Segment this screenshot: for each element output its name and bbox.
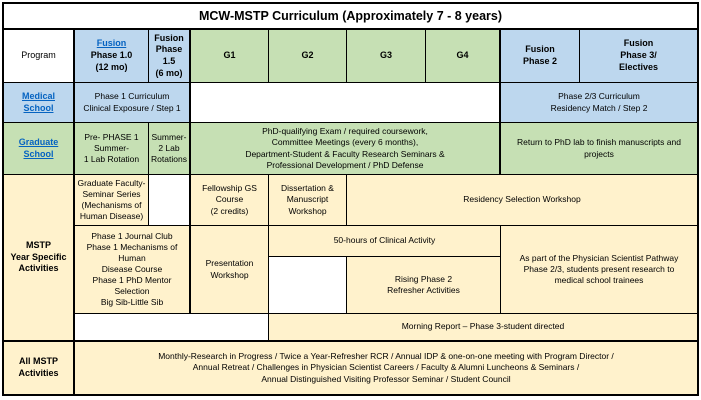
cell-year-specific-gap-1 xyxy=(149,175,190,225)
cell-pre-phase1-rotation: Pre- PHASE 1 Summer- 1 Lab Rotation xyxy=(75,123,148,174)
column-header-program: Program xyxy=(4,30,74,82)
cell-return-to-lab: Return to PhD lab to finish manuscripts … xyxy=(501,123,697,174)
cell-summer2-rotations: Summer- 2 Lab Rotations xyxy=(149,123,190,174)
row-header-medical-school: Medical School xyxy=(4,83,74,122)
cell-all-mstp-activities: Monthly-Research in Progress / Twice a Y… xyxy=(75,341,697,394)
cell-phase1-activities: Phase 1 Journal Club Phase 1 Mechanisms … xyxy=(75,226,190,313)
column-header-fusion-phase-2: Fusion Phase 2 xyxy=(501,30,579,82)
cell-phase1-curriculum: Phase 1 Curriculum Clinical Exposure / S… xyxy=(75,83,190,122)
column-header-g1: G1 xyxy=(191,30,268,82)
column-header-g2: G2 xyxy=(269,30,346,82)
cell-grad-faculty-seminar: Graduate Faculty- Seminar Series (Mechan… xyxy=(75,175,148,225)
column-header-fusion-phase-3: Fusion Phase 3/ Electives xyxy=(580,30,697,82)
cell-clinical-hours: 50-hours of Clinical Activity xyxy=(269,226,500,256)
row-header-all-mstp-activities: All MSTP Activities xyxy=(4,341,74,394)
row-header-graduate-school: Graduate School xyxy=(4,123,74,174)
graduate-school-link[interactable]: Graduate School xyxy=(18,136,59,159)
column-header-fusion-phase-1-5: Fusion Phase 1.5 (6 mo) xyxy=(149,30,190,82)
cell-physician-pathway: As part of the Physician Scientist Pathw… xyxy=(501,226,697,313)
column-header-g4: G4 xyxy=(426,30,500,82)
row-header-year-specific-activities: MSTP Year Specific Activities xyxy=(4,175,74,340)
cell-dissertation-workshop: Dissertation & Manuscript Workshop xyxy=(269,175,346,225)
cell-phase23-curriculum: Phase 2/3 Curriculum Residency Match / S… xyxy=(501,83,697,122)
cell-year-specific-gap-2 xyxy=(269,257,346,313)
column-header-fusion-phase-1: Fusion Phase 1.0 (12 mo) xyxy=(75,30,148,82)
cell-fellowship-course: Fellowship GS Course (2 credits) xyxy=(191,175,268,225)
medical-school-link[interactable]: Medical School xyxy=(21,90,55,113)
cell-residency-workshop: Residency Selection Workshop xyxy=(347,175,697,225)
cell-phd-qualifying: PhD-qualifying Exam / required coursewor… xyxy=(191,123,500,174)
cell-morning-report-gap xyxy=(75,314,268,340)
cell-medical-school-gap xyxy=(191,83,500,122)
cell-rising-phase2: Rising Phase 2 Refresher Activities xyxy=(347,257,500,313)
column-header-g3: G3 xyxy=(347,30,425,82)
cell-morning-report: Morning Report – Phase 3-student directe… xyxy=(269,314,697,340)
curriculum-table: MCW-MSTP Curriculum (Approximately 7 - 8… xyxy=(2,2,699,396)
fusion-link[interactable]: Fusion xyxy=(96,38,127,49)
page-title: MCW-MSTP Curriculum (Approximately 7 - 8… xyxy=(4,4,697,29)
cell-presentation-workshop: Presentation Workshop xyxy=(191,226,268,313)
fusion-phase-1-label: Phase 1.0 (12 mo) xyxy=(90,50,133,72)
